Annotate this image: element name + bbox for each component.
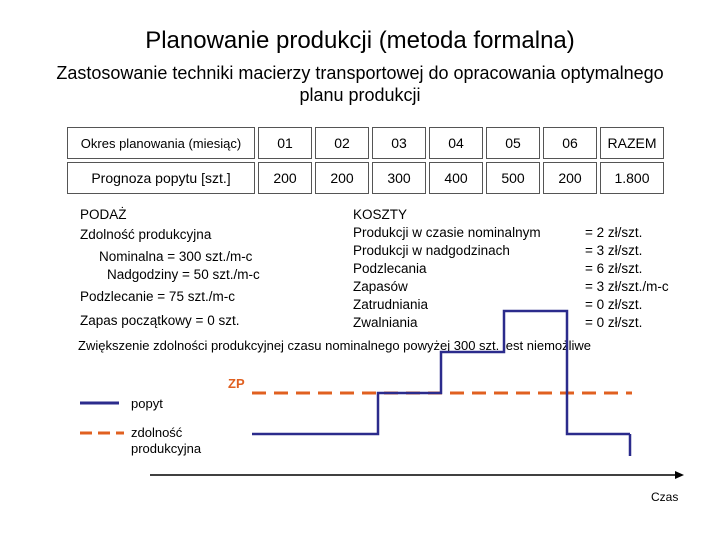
cost-item-value: = 3 zł/szt.	[585, 243, 643, 258]
page-title: Planowanie produkcji (metoda formalna)	[145, 27, 575, 54]
cost-item: Zwalniania = 0 zł/szt.	[353, 314, 642, 332]
cost-item-value: = 6 zł/szt.	[585, 261, 643, 276]
demand-cell: 500	[486, 162, 540, 194]
cost-item-value: = 2 zł/szt.	[585, 225, 643, 240]
capacity-note: Zwiększenie zdolności produkcyjnej czasu…	[78, 338, 592, 353]
nominal-capacity: Nominalna = 300 szt./m-c	[99, 249, 253, 264]
cost-item-label: Produkcji w czasie nominalnym	[353, 225, 541, 240]
period-cell: 03	[372, 127, 426, 159]
demand-cell: 400	[429, 162, 483, 194]
planning-table: Okres planowania (miesiąc) 01 02 03 04 0…	[64, 124, 667, 197]
period-cell: 02	[315, 127, 369, 159]
time-axis-label: Czas	[651, 490, 679, 504]
cost-item: Produkcji w nadgodzinach = 3 zł/szt.	[353, 242, 642, 260]
supply-heading: PODAŻ	[80, 207, 127, 222]
legend-capacity-label-1: zdolność	[131, 425, 183, 440]
subcontract-capacity: Podzlecanie = 75 szt./m-c	[80, 289, 235, 304]
cost-item-value: = 3 zł/szt./m-c	[585, 279, 669, 294]
overtime-capacity: Nadgodziny = 50 szt./m-c	[107, 267, 260, 282]
legend-demand-label: popyt	[131, 396, 163, 411]
cost-item: Produkcji w czasie nominalnym = 2 zł/szt…	[353, 224, 642, 242]
period-cell: 06	[543, 127, 597, 159]
cost-item-value: = 0 zł/szt.	[585, 297, 643, 312]
costs-block: KOSZTY Produkcji w czasie nominalnym = 2…	[353, 206, 669, 332]
cost-item: Podzlecania = 6 zł/szt.	[353, 260, 642, 278]
cost-item-label: Zwalniania	[353, 315, 418, 330]
demand-cell: 200	[543, 162, 597, 194]
period-cell: 01	[258, 127, 312, 159]
legend-capacity-label-2: produkcyjna	[131, 441, 202, 456]
demand-cell: 300	[372, 162, 426, 194]
cost-item: Zapasów = 3 zł/szt./m-c	[353, 278, 669, 296]
demand-cell: 200	[258, 162, 312, 194]
demand-line	[252, 309, 630, 436]
demand-cell: 200	[315, 162, 369, 194]
page-subtitle: Zastosowanie techniki macierzy transport…	[56, 63, 664, 105]
period-label-cell: Okres planowania (miesiąc)	[67, 127, 255, 159]
period-cell: 04	[429, 127, 483, 159]
plot-area	[252, 309, 632, 456]
costs-heading: KOSZTY	[353, 207, 408, 222]
demand-label-cell: Prognoza popytu [szt.]	[67, 162, 255, 194]
demand-row: Prognoza popytu [szt.] 200 200 300 400 5…	[67, 162, 664, 194]
total-label-cell: RAZEM	[600, 127, 664, 159]
cost-item-value: = 0 zł/szt.	[585, 315, 643, 330]
time-axis-arrow-icon	[675, 471, 684, 479]
initial-stock: Zapas początkowy = 0 szt.	[80, 313, 240, 328]
period-row: Okres planowania (miesiąc) 01 02 03 04 0…	[67, 127, 664, 159]
cost-item-label: Zapasów	[353, 279, 408, 294]
zp-label: ZP	[228, 376, 245, 391]
period-cell: 05	[486, 127, 540, 159]
cost-item-label: Podzlecania	[353, 261, 427, 276]
cost-item-label: Zatrudniania	[353, 297, 429, 312]
capacity-heading: Zdolność produkcyjna	[80, 227, 212, 242]
cost-item: Zatrudniania = 0 zł/szt.	[353, 296, 642, 314]
demand-total-cell: 1.800	[600, 162, 664, 194]
cost-item-label: Produkcji w nadgodzinach	[353, 243, 510, 258]
